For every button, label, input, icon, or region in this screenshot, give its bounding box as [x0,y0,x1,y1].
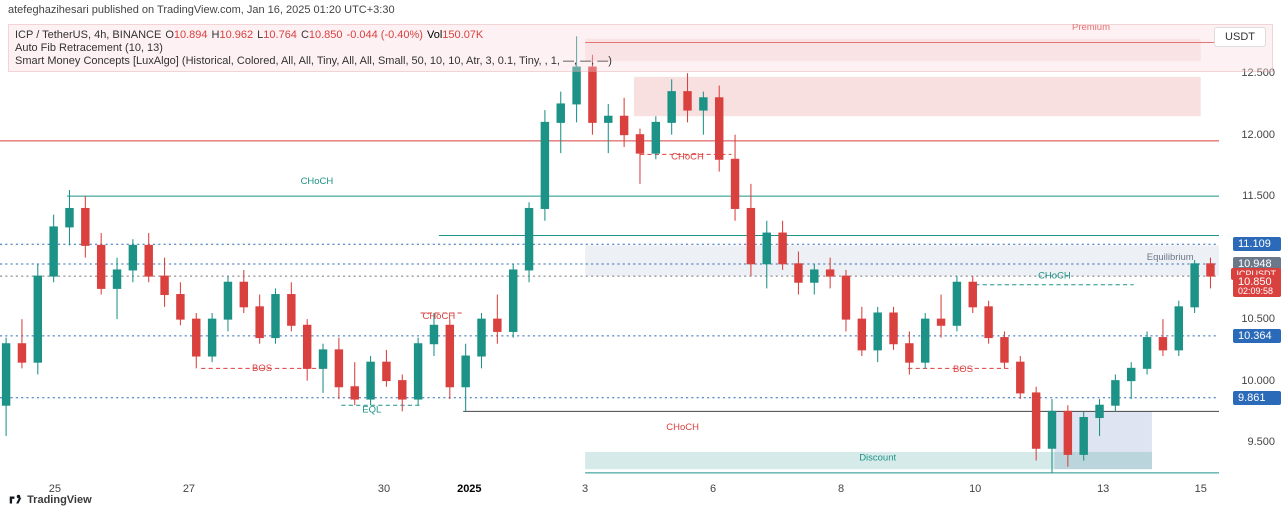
ohlc-high: H10.962 [212,29,254,41]
price-tick: 9.500 [1247,436,1275,448]
svg-text:CHoCH: CHoCH [666,422,699,432]
svg-text:Equilibrium: Equilibrium [1147,252,1194,262]
price-tag: 02:09:58 [1233,285,1281,297]
svg-text:BOS: BOS [953,364,973,374]
svg-text:CHoCH: CHoCH [301,176,334,186]
price-tick: 11.500 [1242,190,1275,202]
indicator-smc: Smart Money Concepts [LuxAlgo] (Historic… [15,55,1266,67]
time-tick: 6 [710,483,716,495]
time-tick: 8 [838,483,844,495]
time-tick: 27 [183,483,195,495]
price-tag: 11.109 [1233,237,1281,251]
chart-info-panel: ICP / TetherUS, 4h, BINANCE O10.894 H10.… [8,24,1273,72]
svg-text:BOS: BOS [252,363,272,373]
svg-text:EQL: EQL [362,405,381,415]
time-tick: 10 [969,483,981,495]
svg-text:Discount: Discount [859,453,896,463]
quote-badge[interactable]: USDT [1214,27,1266,47]
price-tick: 12.000 [1241,129,1275,141]
volume: Vol150.07K [427,29,483,41]
time-tick: 3 [582,483,588,495]
time-tick: 2025 [457,483,481,495]
publisher-line: atefeghazihesari published on TradingVie… [0,0,1281,24]
indicator-fib: Auto Fib Retracement (10, 13) [15,42,1266,54]
tradingview-logo: TradingView [8,493,92,507]
svg-text:CHoCH: CHoCH [422,311,455,321]
price-tag: 10.364 [1233,329,1281,343]
price-tick: 10.500 [1241,313,1275,325]
time-tick: 30 [378,483,390,495]
price-tag: 9.861 [1233,391,1281,405]
time-tick: 15 [1195,483,1207,495]
change: -0.044 (-0.40%) [347,29,423,41]
ohlc-close: C10.850 [301,29,343,41]
svg-text:CHoCH: CHoCH [671,151,704,161]
symbol-label: ICP / TetherUS, 4h, BINANCE [15,29,161,41]
ohlc-open: O10.894 [165,29,207,41]
svg-text:CHoCH: CHoCH [1038,271,1071,281]
price-tick: 10.000 [1241,375,1275,387]
chart-area[interactable]: CHoCHCHoCHBOSEQLCHoCHCHoCHBOSCHoCHPremiu… [0,24,1219,479]
time-tick: 13 [1097,483,1109,495]
time-axis: 2527302025368101315 [0,483,1219,503]
price-axis: 9.50010.00010.50011.50012.00012.50011.10… [1219,24,1281,479]
ohlc-low: L10.764 [257,29,297,41]
